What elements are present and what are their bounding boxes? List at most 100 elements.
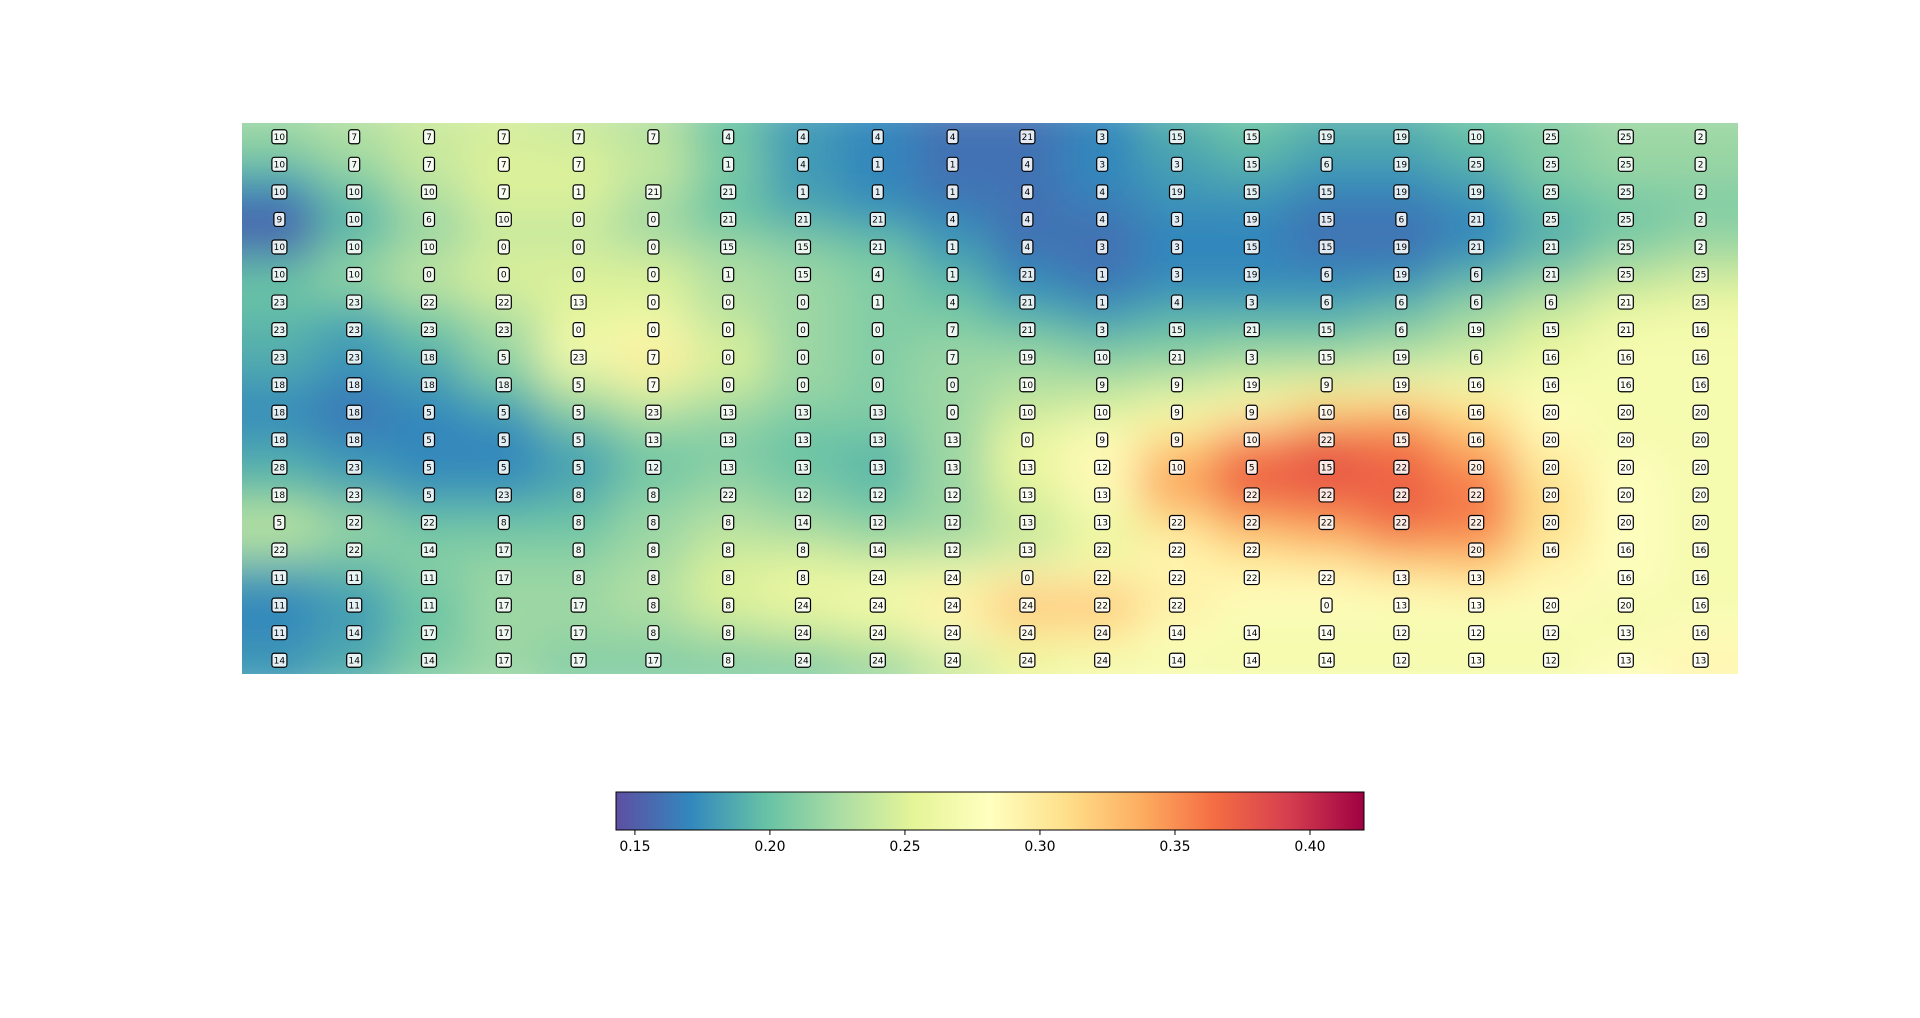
cell-label-box [720, 404, 737, 420]
cell-label-box [572, 542, 585, 558]
cell-label: 18 [346, 404, 363, 420]
cell-label-text: 7 [651, 353, 657, 363]
cell-label: 7 [348, 156, 361, 172]
cell-label-text: 21 [1171, 353, 1182, 363]
cell-label-text: 5 [501, 464, 507, 474]
cell-label-text: 19 [1470, 326, 1482, 336]
cell-label-text: 12 [947, 546, 958, 556]
cell-label-box [1470, 266, 1483, 283]
cell-label-text: 2 [1698, 188, 1704, 198]
cell-label: 0 [647, 294, 660, 310]
cell-label: 22 [1243, 569, 1260, 586]
cell-label-box [794, 459, 812, 475]
cell-label-box [722, 542, 735, 558]
cell-label: 15 [1168, 322, 1186, 338]
cell-label: 6 [1395, 211, 1408, 228]
cell-label-text: 13 [1470, 656, 1481, 666]
cell-label: 0 [572, 211, 585, 228]
cell-label: 3 [1096, 322, 1109, 338]
cell-label-text: 23 [348, 464, 359, 474]
cell-label-text: 14 [348, 629, 360, 639]
cell-label-text: 25 [1695, 298, 1706, 308]
cell-label-text: 24 [872, 629, 884, 639]
cell-label: 1 [722, 266, 735, 283]
cell-label-text: 11 [274, 601, 285, 611]
cell-label: 5 [273, 514, 286, 531]
cell-label-text: 20 [1545, 408, 1557, 418]
cell-label: 7 [497, 156, 510, 172]
heatmap-cell [316, 123, 393, 124]
cell-label-text: 4 [1025, 188, 1031, 198]
cell-label: 7 [647, 129, 660, 145]
cell-label-text: 10 [1096, 408, 1108, 418]
cell-label-box [946, 211, 959, 228]
heatmap-cell [242, 205, 243, 234]
cell-label-text: 20 [1695, 491, 1707, 501]
cell-label: 19 [1243, 266, 1260, 283]
cell-label-text: 9 [1099, 381, 1105, 391]
cell-label-text: 7 [950, 353, 956, 363]
cell-label-box [944, 432, 961, 448]
cell-label-text: 5 [576, 408, 582, 418]
cell-label-box [1617, 184, 1634, 200]
cell-label: 8 [722, 542, 735, 558]
cell-label: 0 [946, 377, 959, 393]
cell-label-box [796, 322, 810, 338]
cell-label-text: 0 [651, 243, 657, 253]
cell-label: 12 [944, 542, 961, 558]
cell-label: 10 [420, 239, 438, 255]
cell-label: 20 [1692, 459, 1709, 475]
cell-label: 22 [1318, 432, 1335, 448]
cell-label-box [1019, 542, 1036, 558]
heatmap-cell [540, 673, 617, 674]
cell-label: 5 [422, 459, 436, 475]
cell-label-text: 19 [1171, 188, 1183, 198]
cell-label: 14 [271, 652, 288, 668]
cell-label-text: 18 [423, 381, 435, 391]
cell-label-box [1617, 432, 1634, 448]
cell-label: 24 [1019, 625, 1036, 641]
cell-label-box [871, 322, 884, 338]
cell-label: 4 [946, 129, 959, 145]
cell-label-text: 23 [274, 353, 285, 363]
cell-label-text: 3 [1174, 271, 1180, 281]
cell-label-text: 10 [274, 271, 286, 281]
cell-label-text: 14 [1321, 629, 1333, 639]
cell-label-text: 7 [950, 326, 956, 336]
cell-label: 13 [720, 432, 737, 448]
cell-label-box [1692, 432, 1709, 448]
cell-label-text: 21 [797, 216, 808, 226]
cell-label-text: 1 [875, 298, 881, 308]
cell-label: 21 [720, 211, 737, 228]
cell-label: 0 [647, 211, 660, 228]
cell-label-box [946, 184, 959, 200]
heatmap-cell [1064, 123, 1141, 124]
cell-label-box [1094, 459, 1111, 475]
cell-label: 24 [1094, 625, 1111, 641]
cell-label: 21 [645, 184, 662, 200]
cell-label-box [1468, 514, 1485, 531]
cell-label-box [1468, 542, 1485, 558]
cell-label-text: 16 [1620, 353, 1632, 363]
cell-label: 19 [1393, 129, 1410, 145]
cell-label: 17 [495, 569, 512, 586]
cell-label: 14 [346, 625, 363, 641]
cell-label: 13 [1019, 514, 1036, 531]
cell-label-box [422, 156, 436, 172]
heatmap-cell [1213, 123, 1290, 124]
cell-label: 10 [271, 266, 288, 283]
cell-label-text: 16 [1695, 381, 1707, 391]
cell-label: 4 [871, 266, 884, 283]
cell-label-text: 9 [1174, 381, 1180, 391]
heatmap-cell [914, 123, 991, 124]
cell-label-box [1170, 156, 1184, 172]
cell-label-box [271, 129, 288, 145]
cell-label: 13 [720, 404, 737, 420]
cell-label-box [1243, 487, 1260, 503]
cell-label: 12 [869, 514, 886, 531]
cell-label-text: 14 [348, 656, 360, 666]
heatmap-cell [242, 618, 243, 647]
cell-label-text: 8 [576, 491, 582, 501]
cell-label-box [1318, 487, 1335, 503]
cell-label: 19 [1243, 211, 1260, 228]
